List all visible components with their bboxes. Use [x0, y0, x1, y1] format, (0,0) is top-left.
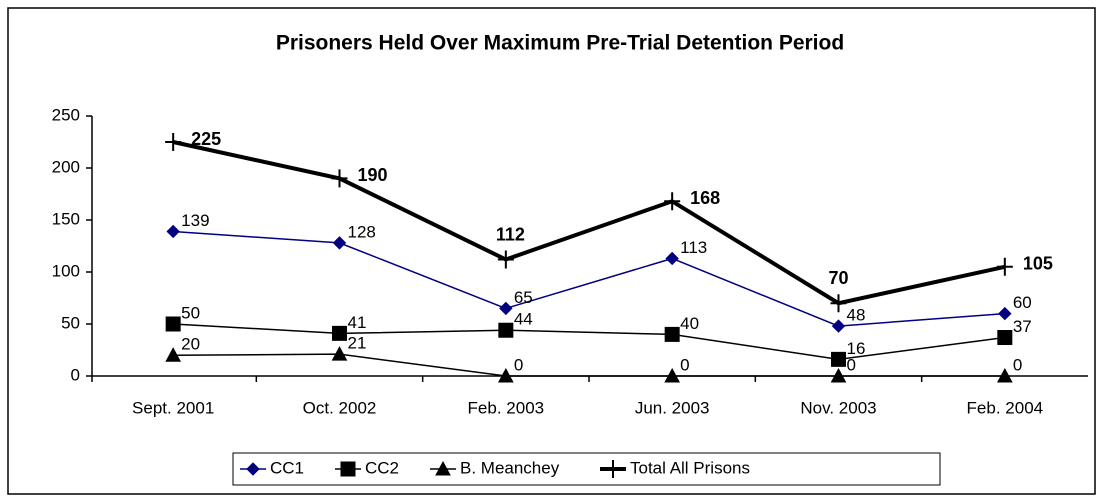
- legend-label: Total All Prisons: [630, 458, 750, 477]
- x-tick-label: Sept. 2001: [132, 398, 214, 417]
- data-point: [499, 301, 513, 316]
- series-line: [173, 353, 1005, 377]
- legend-label: B. Meanchey: [460, 458, 560, 477]
- data-point: [497, 367, 514, 383]
- x-tick-label: Oct. 2002: [303, 398, 377, 417]
- data-label: 0: [847, 355, 856, 374]
- data-label: 37: [1013, 317, 1032, 336]
- data-label: 40: [680, 314, 699, 333]
- y-tick-label: 0: [71, 365, 80, 384]
- y-tick-label: 50: [61, 313, 80, 332]
- x-tick-label: Feb. 2004: [967, 398, 1044, 417]
- data-label: 168: [690, 188, 720, 208]
- data-point: [331, 346, 348, 361]
- data-point: [831, 351, 846, 367]
- data-point: [165, 316, 181, 332]
- data-label: 139: [181, 211, 209, 230]
- data-label: 48: [847, 306, 866, 325]
- data-point: [997, 330, 1013, 346]
- data-point: [166, 224, 180, 239]
- data-point: [332, 236, 347, 250]
- data-label: 190: [358, 165, 388, 185]
- data-point: [996, 257, 1013, 276]
- data-point: [830, 294, 847, 313]
- data-point: [664, 326, 680, 342]
- data-label: 44: [514, 310, 533, 329]
- data-label: 0: [514, 355, 523, 374]
- data-label: 113: [680, 238, 707, 257]
- data-label: 112: [496, 224, 525, 244]
- data-label: 225: [191, 129, 221, 149]
- y-tick-label: 200: [52, 157, 80, 176]
- y-tick-label: 100: [52, 261, 80, 280]
- data-label: 70: [829, 268, 849, 288]
- series-line: [172, 140, 1006, 306]
- data-label: 65: [514, 288, 533, 307]
- series-line: [173, 230, 1005, 327]
- series-line: [173, 323, 1005, 361]
- data-label: 16: [847, 339, 866, 358]
- data-point: [665, 251, 679, 266]
- data-point: [165, 133, 182, 151]
- chart-title: Prisoners Held Over Maximum Pre-Trial De…: [276, 32, 844, 55]
- legend-marker: [246, 462, 260, 476]
- data-point: [497, 250, 514, 269]
- data-label: 60: [1013, 293, 1032, 312]
- data-label: 128: [348, 222, 376, 241]
- chart-border: [7, 7, 1096, 495]
- data-point: [664, 367, 681, 383]
- y-tick-label: 150: [52, 209, 80, 228]
- data-label: 20: [181, 335, 200, 354]
- data-label: 21: [348, 334, 367, 353]
- data-point: [998, 306, 1012, 321]
- x-tick-label: Feb. 2003: [468, 398, 545, 417]
- legend-label: CC1: [270, 458, 304, 477]
- data-point: [996, 367, 1013, 383]
- data-point: [831, 319, 846, 333]
- x-tick-label: Nov. 2003: [800, 398, 876, 417]
- legend-marker: [340, 461, 356, 477]
- data-label: 0: [680, 355, 689, 374]
- legend-marker: [605, 460, 621, 478]
- data-point: [498, 322, 514, 338]
- data-label: 105: [1023, 254, 1053, 274]
- data-point: [165, 347, 182, 362]
- data-point: [332, 325, 347, 341]
- data-label: 0: [1013, 355, 1022, 374]
- data-point: [331, 169, 348, 188]
- data-label: 50: [181, 303, 200, 322]
- data-point: [830, 367, 847, 383]
- data-point: [664, 192, 681, 211]
- legend-marker: [435, 460, 451, 476]
- y-tick-label: 250: [52, 105, 80, 124]
- data-label: 41: [348, 313, 367, 332]
- x-tick-label: Jun. 2003: [635, 398, 710, 417]
- legend-label: CC2: [365, 458, 399, 477]
